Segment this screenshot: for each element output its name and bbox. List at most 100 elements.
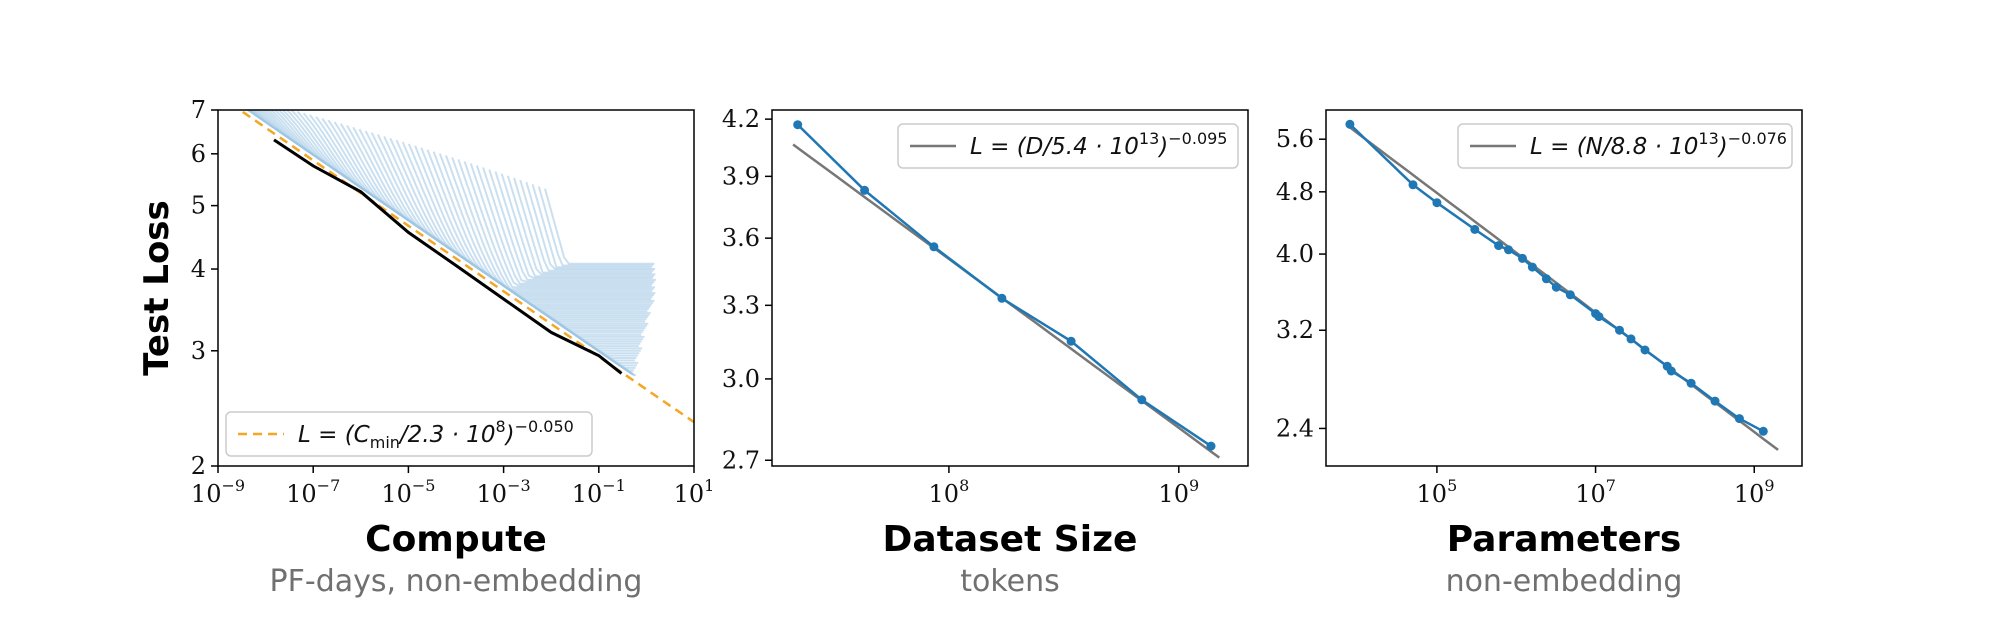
training-run-curve <box>457 159 654 291</box>
axes-frame <box>1325 109 1803 467</box>
data-point <box>1494 241 1504 251</box>
legend: L = (Cmin/2.3 · 108)−0.050 <box>225 411 593 457</box>
data-point <box>860 185 870 195</box>
fit-line <box>237 110 694 424</box>
y-tick-label: 5 <box>191 192 206 220</box>
data-point <box>929 242 939 252</box>
legend: L = (N/8.8 · 1013)−0.076 <box>1457 123 1793 169</box>
training-run-curve <box>513 177 653 274</box>
training-run-curve <box>420 147 655 302</box>
chart-title: Dataset Size <box>883 519 1138 560</box>
x-tick-label: 101 <box>674 476 715 508</box>
dataset-size-chart: 108 109 2.7 3.0 3.3 3.6 3.9 4.2 Dataset Size toke… <box>722 105 1249 599</box>
training-run-curve <box>488 169 656 281</box>
series-line <box>796 123 1212 448</box>
y-tick-label: 3.9 <box>722 162 760 190</box>
data-point <box>1734 414 1744 424</box>
training-run-curve <box>432 151 653 298</box>
data-point <box>1345 119 1355 129</box>
x-tick-label: 10−1 <box>572 476 626 508</box>
data-point <box>1527 262 1537 272</box>
data-point <box>1640 345 1650 355</box>
data-point <box>1504 245 1513 255</box>
x-tick-label: 109 <box>1734 476 1775 508</box>
y-tick-label: 3 <box>191 337 206 365</box>
series-line <box>1349 123 1764 433</box>
data-point <box>793 120 803 130</box>
x-tick-label: 109 <box>1158 476 1199 508</box>
y-tick-label: 4.8 <box>1276 178 1314 206</box>
y-tick-label: 3.3 <box>722 291 760 319</box>
training-run-curve <box>519 179 654 272</box>
data-point <box>1666 366 1676 376</box>
data-point <box>1137 395 1147 405</box>
chart-title: Compute <box>365 519 547 560</box>
chart-subtitle: tokens <box>960 564 1060 599</box>
training-run-curve <box>414 145 654 304</box>
training-run-curve <box>531 184 652 269</box>
legend-label: L = (Cmin/2.3 · 108)−0.050 <box>298 417 574 452</box>
legend-box <box>225 411 593 457</box>
data-point <box>1594 312 1604 322</box>
training-run-curve <box>500 173 654 278</box>
data-point <box>1626 334 1636 344</box>
data-point <box>1615 325 1624 335</box>
data-point <box>1541 274 1551 284</box>
x-tick-label: 10−5 <box>381 476 435 508</box>
data-point <box>1518 253 1527 263</box>
y-tick-label: 3.6 <box>722 224 760 252</box>
legend: L = (D/5.4 · 1013)−0.095 <box>897 123 1239 169</box>
x-tick-label: 10−9 <box>191 476 245 508</box>
x-tick-label: 108 <box>929 476 970 508</box>
plot-area <box>1345 119 1779 451</box>
data-point <box>1565 290 1575 300</box>
legend-label: L = (N/8.8 · 1013)−0.076 <box>1530 129 1787 160</box>
chart-subtitle: PF-days, non-embedding <box>270 564 643 599</box>
compute-chart: 10−9 10−7 10−5 10−3 10−1 101 2 3 4 5 6 7 Compute PF-d… <box>137 96 715 599</box>
y-tick-label: 4.2 <box>722 105 760 133</box>
x-tick-label: 10−3 <box>477 476 531 508</box>
data-point <box>1551 282 1561 292</box>
data-point <box>1432 198 1442 208</box>
chart-subtitle: non-embedding <box>1446 564 1683 599</box>
x-tick-label: 10−7 <box>286 476 340 508</box>
plot-area <box>237 110 694 424</box>
legend-label: L = (D/5.4 · 1013)−0.095 <box>970 129 1227 160</box>
data-point <box>1710 396 1720 406</box>
y-tick-label: 3.2 <box>1276 316 1314 344</box>
training-run-curve <box>482 167 655 283</box>
legend-box <box>897 123 1239 169</box>
training-run-curve <box>463 161 655 289</box>
data-point <box>997 293 1007 303</box>
y-tick-label: 5.6 <box>1276 125 1314 153</box>
chart-title: Parameters <box>1447 519 1682 560</box>
y-tick-label: 3.0 <box>722 365 760 393</box>
x-tick-label: 105 <box>1417 476 1458 508</box>
frontier-line <box>273 138 623 375</box>
data-point <box>1408 180 1418 190</box>
y-tick-label: 7 <box>191 96 206 124</box>
axes-frame <box>217 109 695 467</box>
plot-area <box>792 120 1221 459</box>
y-tick-label: 2.7 <box>722 446 760 474</box>
y-tick-label: 4 <box>191 255 206 283</box>
training-run-curve <box>525 181 655 270</box>
data-point <box>1686 378 1696 388</box>
training-run-curve <box>494 171 653 279</box>
training-run-curve <box>451 157 653 293</box>
data-point <box>1206 441 1216 451</box>
data-point <box>1470 224 1480 234</box>
training-run-curve <box>438 153 654 296</box>
training-run-curve <box>426 149 652 300</box>
data-point <box>1066 336 1076 346</box>
training-run-curve <box>506 175 656 276</box>
x-tick-label: 107 <box>1575 476 1616 508</box>
axes-frame <box>771 109 1249 467</box>
y-tick-label: 4.0 <box>1276 240 1314 268</box>
training-run-curve <box>544 188 655 265</box>
data-point <box>1758 426 1768 436</box>
training-run-curve <box>475 165 654 285</box>
training-run-curve <box>469 163 652 287</box>
y-axis-label: Test Loss <box>137 200 177 376</box>
